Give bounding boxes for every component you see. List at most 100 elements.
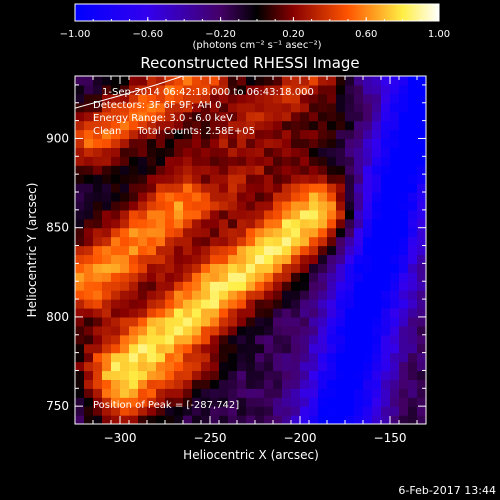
heatmap-cell — [363, 147, 373, 157]
heatmap-cell — [390, 245, 400, 256]
heatmap-cell — [84, 76, 94, 86]
heatmap-cell — [345, 147, 355, 157]
heatmap-cell — [399, 272, 409, 282]
heatmap-cell — [354, 388, 364, 398]
heatmap-cell — [210, 308, 220, 318]
heatmap-cell — [318, 388, 328, 398]
heatmap-cell — [345, 334, 355, 345]
heatmap-cell — [228, 308, 238, 318]
heatmap-cell — [129, 174, 139, 184]
heatmap-cell — [372, 299, 382, 309]
heatmap-cell — [399, 415, 409, 424]
heatmap-cell — [102, 254, 112, 264]
heatmap-cell — [102, 227, 112, 238]
heatmap-cell — [210, 84, 220, 95]
heatmap-cell — [354, 165, 364, 175]
heatmap-cell — [93, 93, 103, 104]
heatmap-cell — [237, 245, 247, 256]
heatmap-cell — [264, 388, 274, 398]
heatmap-cell — [93, 352, 103, 363]
heatmap-cell — [282, 192, 292, 202]
heatmap-cell — [390, 165, 400, 175]
heatmap-cell — [237, 102, 247, 113]
heatmap-cell — [372, 272, 382, 282]
heatmap-cell — [291, 406, 301, 416]
heatmap-cell — [372, 236, 382, 247]
heatmap-cell — [336, 254, 346, 264]
heatmap-cell — [174, 227, 184, 238]
heatmap-cell — [372, 281, 382, 291]
heatmap-cell — [408, 102, 418, 113]
heatmap-cell — [354, 352, 364, 363]
heatmap-cell — [399, 156, 409, 166]
heatmap-cell — [192, 254, 202, 264]
heatmap-cell — [219, 147, 229, 157]
heatmap-cell — [354, 361, 364, 372]
heatmap-cell — [75, 236, 85, 247]
heatmap-cell — [255, 316, 265, 327]
heatmap-cell — [102, 200, 112, 211]
heatmap-cell — [300, 406, 310, 416]
heatmap-cell — [201, 415, 211, 424]
heatmap-cell — [390, 263, 400, 273]
heatmap-cell — [300, 370, 310, 380]
heatmap-cell — [327, 111, 337, 122]
heatmap-cell — [408, 397, 418, 407]
heatmap-cell — [93, 156, 103, 166]
heatmap-cell — [354, 200, 364, 211]
heatmap-cell — [255, 120, 265, 131]
heatmap-cell — [363, 102, 373, 113]
heatmap-cell — [192, 111, 202, 122]
heatmap-cell — [84, 156, 94, 166]
heatmap-cell — [246, 406, 256, 416]
heatmap-cell — [165, 343, 175, 354]
heatmap-cell — [372, 120, 382, 131]
heatmap-cell — [192, 129, 202, 140]
heatmap-cell — [336, 192, 346, 202]
heatmap-cell — [129, 290, 139, 300]
heatmap-cell — [120, 272, 130, 282]
heatmap-cell — [120, 343, 130, 354]
heatmap-cell — [282, 183, 292, 193]
heatmap-cell — [183, 245, 193, 256]
heatmap-cell — [75, 308, 85, 318]
heatmap-cell — [210, 370, 220, 380]
heatmap-cell — [156, 200, 166, 211]
heatmap-cell — [165, 111, 175, 122]
heatmap-cell — [219, 174, 229, 184]
heatmap-cell — [417, 84, 426, 95]
heatmap-cell — [84, 370, 94, 380]
heatmap-cell — [255, 227, 265, 238]
heatmap-cell — [219, 236, 229, 247]
heatmap-cell — [237, 254, 247, 264]
heatmap-cell — [282, 200, 292, 211]
heatmap-cell — [291, 138, 301, 148]
heatmap-cell — [129, 209, 139, 220]
heatmap-cell — [156, 209, 166, 220]
heatmap-cell — [291, 183, 301, 193]
heatmap-cell — [309, 388, 319, 398]
heatmap-cell — [399, 84, 409, 95]
heatmap-cell — [273, 200, 283, 211]
heatmap-cell — [111, 111, 121, 122]
heatmap-cell — [237, 147, 247, 157]
heatmap-cell — [102, 147, 112, 157]
heatmap-cell — [264, 281, 274, 291]
heatmap-cell — [408, 192, 418, 202]
heatmap-cell — [363, 138, 373, 148]
heatmap-cell — [192, 343, 202, 354]
heatmap-cell — [174, 316, 184, 327]
heatmap-cell — [327, 325, 337, 336]
heatmap-cell — [219, 183, 229, 193]
heatmap-cell — [192, 209, 202, 220]
heatmap-cell — [318, 245, 328, 256]
heatmap-cell — [102, 76, 112, 86]
heatmap-cell — [273, 316, 283, 327]
heatmap-cell — [408, 174, 418, 184]
heatmap-cell — [192, 102, 202, 113]
heatmap-cell — [246, 174, 256, 184]
heatmap-cell — [120, 263, 130, 273]
heatmap-cell — [282, 316, 292, 327]
colorbar-tick-label: −0.60 — [132, 29, 163, 40]
heatmap-cell — [246, 352, 256, 363]
